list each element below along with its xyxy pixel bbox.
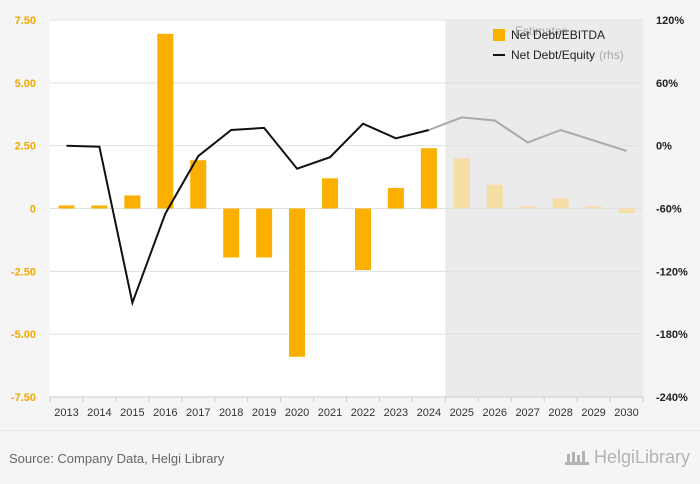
- bar-2019[interactable]: [256, 208, 273, 258]
- chart: 7.50 5.00 2.50 0 -2.50 -5.00 -7.50 120% 60% 0% -60…: [11, 15, 688, 419]
- y-left-tick-label: 5.00: [15, 78, 36, 90]
- x-tick-label: 2017: [186, 407, 210, 419]
- bar-2023[interactable]: [387, 187, 404, 209]
- x-tick-label: 2020: [285, 407, 309, 419]
- x-tick-label: 2030: [614, 407, 638, 419]
- bar-2020[interactable]: [289, 208, 306, 357]
- bar-2021[interactable]: [322, 178, 339, 209]
- y-right-tick-label: 120%: [656, 15, 684, 27]
- y-left-tick-label: -7.50: [11, 392, 36, 404]
- bar-2014[interactable]: [91, 205, 108, 209]
- legend-bar-swatch: [493, 29, 505, 41]
- bar-2028[interactable]: [552, 198, 569, 209]
- y-right-tick-label: -180%: [656, 329, 688, 341]
- x-tick-label: 2022: [351, 407, 375, 419]
- y-left-tick-label: 2.50: [15, 141, 36, 153]
- bar-2022[interactable]: [354, 208, 371, 271]
- bar-2024[interactable]: [420, 148, 437, 209]
- legend-note-rhs: (rhs): [599, 48, 624, 62]
- brand-logo[interactable]: HelgiLibrary: [564, 447, 690, 468]
- legend: Net Debt/EBITDA Net Debt/Equity (rhs): [493, 25, 624, 65]
- x-tick-label: 2025: [450, 407, 474, 419]
- x-tick-label: 2013: [54, 407, 78, 419]
- x-tick-label: 2024: [417, 407, 441, 419]
- bar-2025[interactable]: [453, 158, 470, 209]
- x-tick-label: 2021: [318, 407, 342, 419]
- legend-item-net-debt-equity[interactable]: Net Debt/Equity (rhs): [493, 45, 624, 65]
- bar-2030[interactable]: [618, 208, 635, 214]
- y-left-tick-label: 7.50: [15, 15, 36, 27]
- x-tick-label: 2026: [483, 407, 507, 419]
- bar-2018[interactable]: [223, 208, 240, 258]
- library-icon: [564, 450, 589, 465]
- source-text: Source: Company Data, Helgi Library: [9, 451, 225, 466]
- y-left-tick-label: -5.00: [11, 329, 36, 341]
- brand-name: HelgiLibrary: [593, 447, 690, 467]
- x-tick-label: 2019: [252, 407, 276, 419]
- net-debt-equity-line-estimate[interactable]: [428, 116, 627, 152]
- x-tick-label: 2028: [548, 407, 572, 419]
- y-right-tick-label: -60%: [656, 204, 682, 216]
- bar-2017[interactable]: [190, 160, 207, 209]
- footer: Source: Company Data, Helgi Library Helg…: [0, 430, 700, 484]
- x-tick-label: 2014: [87, 407, 111, 419]
- x-tick-label: 2029: [581, 407, 605, 419]
- bar-2013[interactable]: [58, 205, 75, 209]
- bar-2029[interactable]: [585, 206, 602, 209]
- y-left-tick-label: 0: [30, 204, 36, 216]
- x-tick-label: 2016: [153, 407, 177, 419]
- legend-item-net-debt-ebitda[interactable]: Net Debt/EBITDA: [493, 25, 624, 45]
- bar-2015[interactable]: [124, 195, 141, 209]
- estimates-label: Estimates: [515, 24, 568, 38]
- x-tick-label: 2018: [219, 407, 243, 419]
- y-right-tick-label: 0%: [656, 141, 672, 153]
- x-tick-label: 2023: [384, 407, 408, 419]
- x-tick-label: 2015: [120, 407, 144, 419]
- y-right-tick-label: -120%: [656, 266, 688, 278]
- legend-label-net-debt-equity: Net Debt/Equity: [511, 48, 596, 62]
- bar-2026[interactable]: [486, 184, 503, 209]
- net-debt-equity-line[interactable]: [66, 122, 430, 307]
- x-tick-label: 2027: [515, 407, 539, 419]
- y-right-tick-label: -240%: [656, 392, 688, 404]
- bar-2027[interactable]: [519, 206, 536, 209]
- y-right-tick-label: 60%: [656, 78, 678, 90]
- legend-line-swatch: [493, 54, 505, 56]
- legend-label-net-debt-ebitda: Net Debt/EBITDA: [511, 28, 606, 42]
- bar-2016[interactable]: [157, 33, 174, 209]
- y-left-tick-label: -2.50: [11, 266, 36, 278]
